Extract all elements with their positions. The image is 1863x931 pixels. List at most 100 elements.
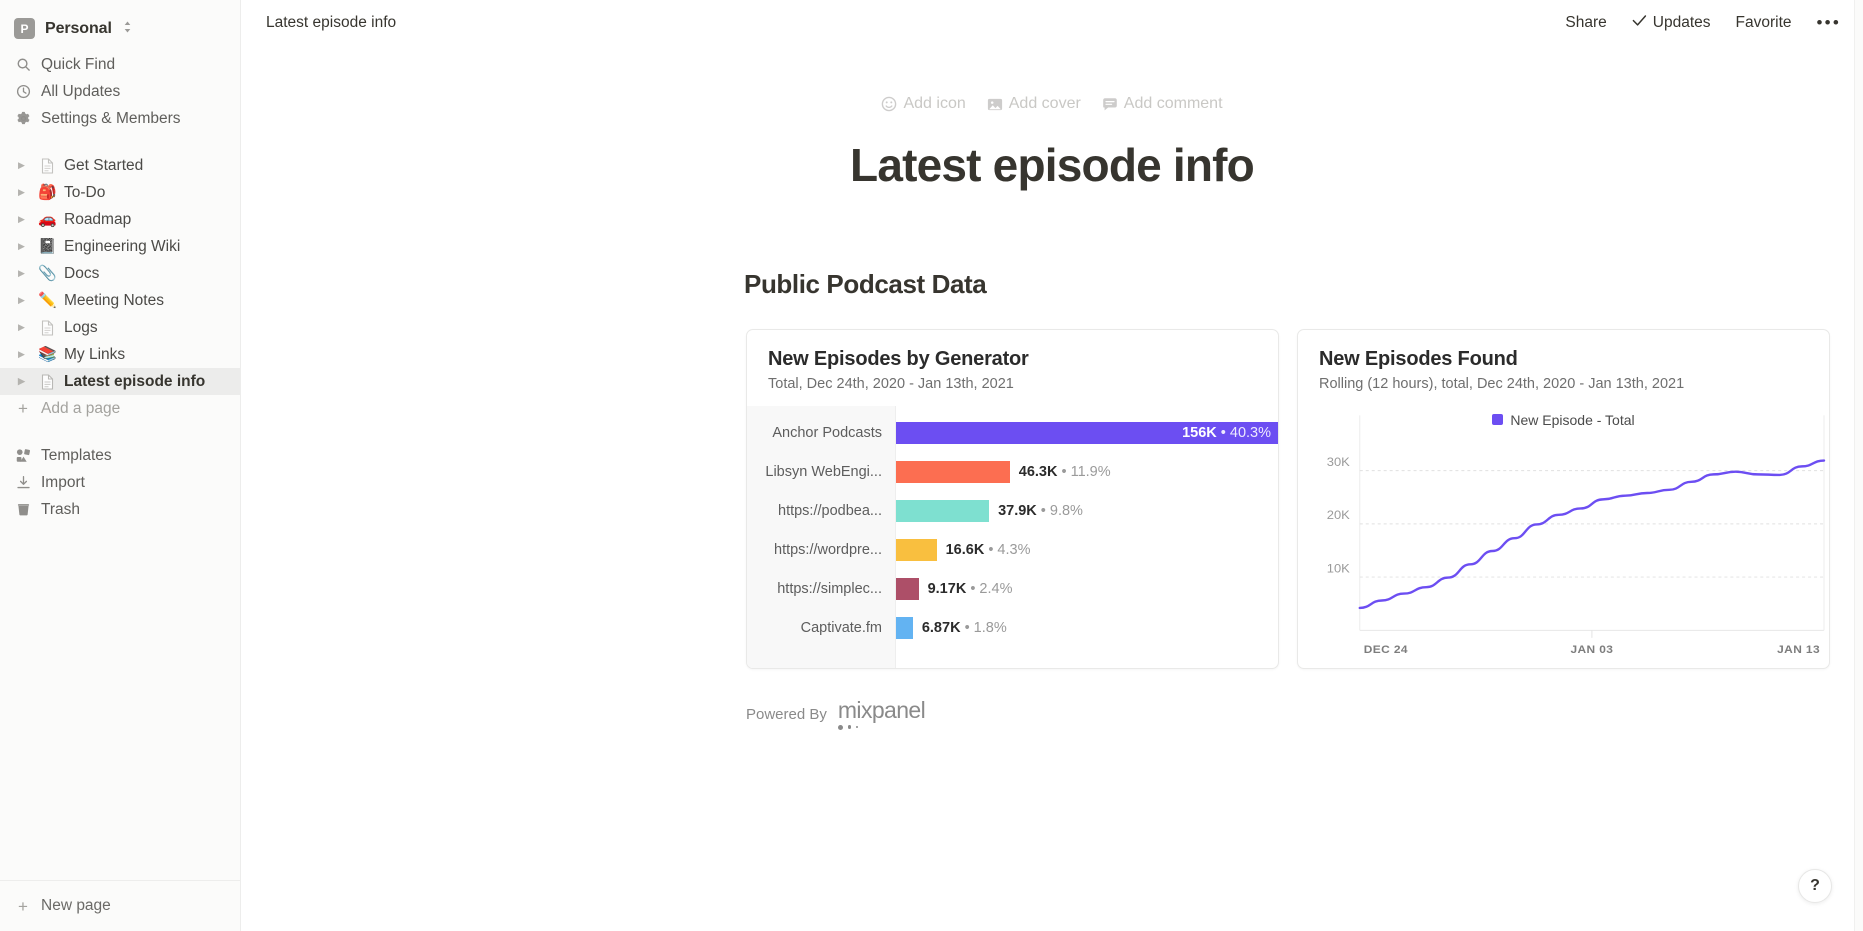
updates-button[interactable]: Updates [1628,11,1715,35]
sidebar-page-label: To-Do [64,183,106,201]
clock-icon [14,83,32,101]
expand-triangle-icon[interactable]: ▶ [18,295,25,305]
page-title[interactable]: Latest episode info [850,139,1255,191]
sidebar-item-quick-find[interactable]: Quick Find [0,51,240,78]
breadcrumb[interactable]: Latest episode info [266,13,397,31]
bar-fill [896,500,990,523]
expand-triangle-icon[interactable]: ▶ [18,214,25,224]
document-icon [38,319,57,336]
sidebar-page-label: Engineering Wiki [64,237,181,255]
sidebar-item-trash[interactable]: Trash [0,496,240,523]
bar-row[interactable]: 37.9K • 9.8% [896,492,1278,531]
topbar: Latest episode info Share Updates Favori… [241,0,1863,45]
add-cover-button[interactable]: Add cover [980,92,1088,116]
sidebar-item-label: Quick Find [41,55,116,73]
document-icon [38,373,57,390]
templates-icon [14,447,32,465]
chart-card-new-episodes-found[interactable]: New Episodes Found Rolling (12 hours), t… [1297,328,1830,669]
sidebar-item-import[interactable]: Import [0,469,240,496]
mixpanel-dots-icon [837,724,859,730]
bar-row[interactable]: 6.87K • 1.8% [896,609,1278,648]
y-tick-label: 30K [1327,455,1351,469]
expand-triangle-icon[interactable]: ▶ [18,187,25,197]
line-chart-subtitle: Rolling (12 hours), total, Dec 24th, 202… [1319,375,1685,392]
bar-row[interactable]: 9.17K • 2.4% [896,570,1278,609]
bar-chart-subtitle: Total, Dec 24th, 2020 - Jan 13th, 2021 [768,375,1014,392]
books-emoji-icon: 📚 [38,346,57,363]
line-chart-header: New Episodes Found Rolling (12 hours), t… [1298,330,1829,406]
sidebar-page-label: Docs [64,264,100,282]
line-series-new-episode-total[interactable] [1360,460,1824,607]
sidebar-page-label: Meeting Notes [64,291,164,309]
bar-fill [896,578,919,601]
mixpanel-wordmark: mixpanel [837,696,926,723]
main-content: Latest episode info Share Updates Favori… [241,0,1863,931]
add-icon-button[interactable]: Add icon [874,92,972,116]
chevron-updown-icon [123,20,132,37]
add-a-page-label: Add a page [41,399,121,417]
workspace-switcher[interactable]: P Personal [0,6,240,51]
sidebar-item-templates[interactable]: Templates [0,442,240,469]
chart-card-new-episodes-by-generator[interactable]: New Episodes by Generator Total, Dec 24t… [746,328,1279,669]
right-edge-strip [1854,0,1863,931]
notebook-emoji-icon: 📓 [38,238,57,255]
mixpanel-logo[interactable]: mixpanel [837,696,926,730]
x-tick-label: JAN 13 [1777,643,1820,656]
bar-fill [896,422,1278,445]
share-button[interactable]: Share [1565,13,1607,31]
add-a-page-button[interactable]: + Add a page [0,395,240,422]
workspace-avatar: P [14,18,35,39]
help-button[interactable]: ? [1798,869,1832,903]
paperclip-emoji-icon: 📎 [38,265,57,282]
expand-triangle-icon[interactable]: ▶ [18,376,25,386]
new-page-button[interactable]: + New page [0,880,240,931]
sidebar-item-label: Templates [41,446,112,464]
powered-by-label: Powered By [746,705,827,723]
sidebar-page-label: Logs [64,318,98,336]
sidebar-item-settings-members[interactable]: Settings & Members [0,105,240,132]
check-icon [1632,14,1647,32]
sidebar-page-roadmap[interactable]: ▶ 🚗 Roadmap [0,206,240,233]
bar-fill [896,461,1010,484]
smiley-icon [881,96,897,112]
sidebar-page-meeting-notes[interactable]: ▶ ✏️ Meeting Notes [0,287,240,314]
sidebar-page-docs[interactable]: ▶ 📎 Docs [0,260,240,287]
section-heading[interactable]: Public Podcast Data [744,268,987,299]
sidebar-page-latest-episode-info[interactable]: ▶ Latest episode info [0,368,240,395]
sidebar-page-my-links[interactable]: ▶ 📚 My Links [0,341,240,368]
expand-triangle-icon[interactable]: ▶ [18,241,25,251]
bar-value-label: 9.17K • 2.4% [927,581,1013,598]
bar-value-label: 37.9K • 9.8% [998,503,1083,520]
bar-chart-header: New Episodes by Generator Total, Dec 24t… [747,330,1278,406]
bar-chart-plot: Anchor Podcasts Libsyn WebEngi... https://… [747,405,1278,668]
sidebar-item-all-updates[interactable]: All Updates [0,78,240,105]
sidebar-item-label: Trash [41,500,81,518]
pencil-emoji-icon: ✏️ [38,292,57,309]
expand-triangle-icon[interactable]: ▶ [18,160,25,170]
bar-row[interactable]: 46.3K • 11.9% [896,453,1278,492]
bar-row[interactable]: 16.6K • 4.3% [896,531,1278,570]
favorite-button[interactable]: Favorite [1735,13,1792,31]
sidebar-scroll-area: P Personal Quick Find All Updates [0,0,240,880]
x-tick-label: DEC 24 [1364,643,1408,656]
bar-category-label: https://simplec... [777,581,882,598]
more-options-icon[interactable]: ••• [1816,12,1841,32]
updates-label: Updates [1652,13,1711,31]
expand-triangle-icon[interactable]: ▶ [18,268,25,278]
add-comment-button[interactable]: Add comment [1095,92,1230,116]
line-chart-plot: New Episode - Total 10K 20K 30K DEC 24 JAN 0… [1298,406,1829,668]
trash-icon [14,501,32,519]
expand-triangle-icon[interactable]: ▶ [18,349,25,359]
add-comment-label: Add comment [1123,95,1223,112]
sidebar-page-to-do[interactable]: ▶ 🎒 To-Do [0,179,240,206]
document-icon [38,157,57,174]
y-tick-label: 10K [1327,561,1351,575]
powered-by-mixpanel: Powered By mixpanel [746,696,1863,730]
bar-chart-category-axis: Anchor Podcasts Libsyn WebEngi... https://… [747,405,896,668]
bar-row[interactable]: 156K • 40.3% [896,414,1278,453]
sidebar-page-logs[interactable]: ▶ Logs [0,314,240,341]
expand-triangle-icon[interactable]: ▶ [18,322,25,332]
sidebar-page-engineering-wiki[interactable]: ▶ 📓 Engineering Wiki [0,233,240,260]
sidebar-page-get-started[interactable]: ▶ Get Started [0,152,240,179]
